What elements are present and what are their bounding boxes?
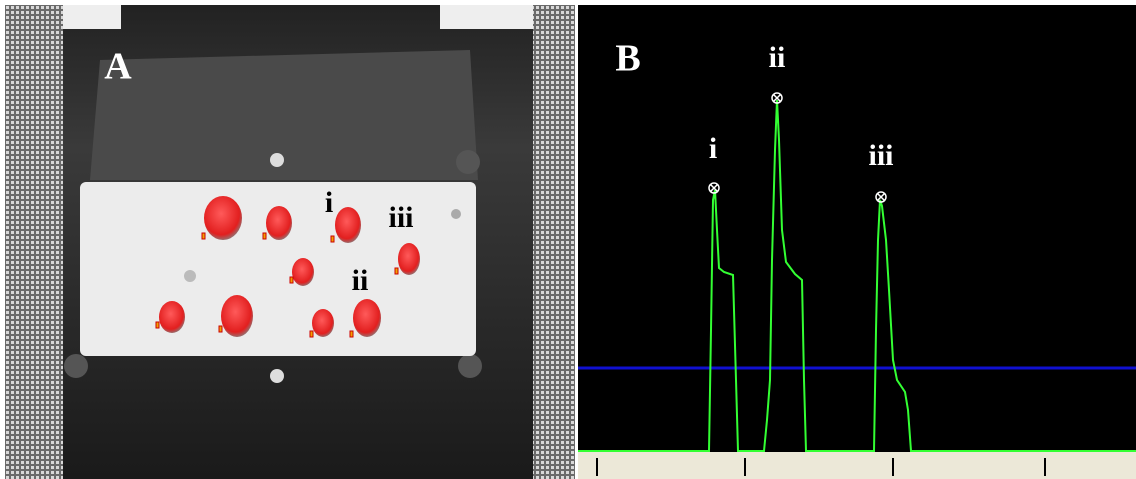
- markers: [155, 232, 399, 338]
- scale-ticks: [596, 458, 1046, 476]
- spots: [159, 196, 420, 337]
- border: [5, 5, 63, 479]
- marker: [309, 330, 314, 338]
- clip: [440, 5, 533, 29]
- peak-marker: [772, 93, 782, 103]
- plot-area: [578, 5, 1136, 453]
- spot: [204, 196, 242, 240]
- peak-marker: [875, 191, 887, 203]
- marker: [394, 267, 399, 275]
- peak-label: i: [709, 132, 717, 165]
- marker: [201, 232, 206, 240]
- pit: [451, 209, 461, 219]
- peak-marker: [876, 192, 886, 202]
- spot: [353, 299, 381, 337]
- screw: [458, 354, 482, 378]
- panel-b: B i ii iii: [578, 5, 1136, 479]
- screw: [64, 354, 88, 378]
- marker: [289, 276, 294, 284]
- peak-markers: [708, 92, 887, 203]
- fixture: [90, 50, 478, 180]
- clip: [63, 5, 121, 29]
- peak-marker: [708, 182, 720, 194]
- peak-label: iii: [868, 139, 893, 172]
- hole: [270, 153, 284, 167]
- spot: [398, 243, 420, 275]
- spot-label: iii: [388, 201, 413, 234]
- panel-label: A: [104, 46, 132, 88]
- screw: [456, 150, 480, 174]
- peak-label: ii: [769, 41, 786, 74]
- spot-label: i: [325, 186, 333, 219]
- spot: [312, 309, 334, 337]
- signal-trace: [578, 99, 1136, 452]
- hole: [270, 369, 284, 383]
- peak-marker: [709, 183, 719, 193]
- panel-label: B: [615, 38, 640, 80]
- pit: [184, 270, 196, 282]
- spot: [335, 207, 361, 243]
- marker: [349, 330, 354, 338]
- spot-label: ii: [352, 264, 369, 297]
- spot: [292, 258, 314, 286]
- border: [533, 5, 575, 479]
- marker: [155, 321, 160, 329]
- panel-a: A i ii iii: [5, 5, 575, 479]
- spot: [266, 206, 292, 240]
- spot: [159, 301, 185, 333]
- scale-strip: [578, 452, 1136, 479]
- marker: [262, 232, 267, 240]
- peak-marker: [771, 92, 783, 104]
- marker: [218, 325, 223, 333]
- spot: [221, 295, 253, 337]
- marker: [330, 235, 335, 243]
